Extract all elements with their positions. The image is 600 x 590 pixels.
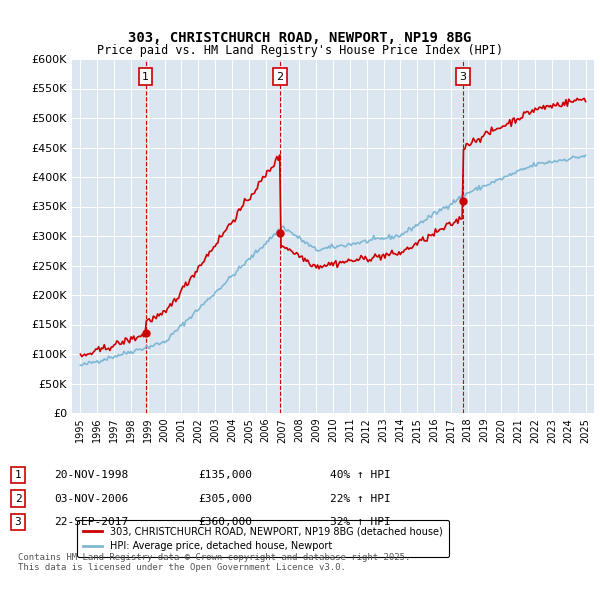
Text: 03-NOV-2006: 03-NOV-2006 [54,494,128,503]
Text: 1: 1 [14,470,22,480]
Point [275,228,284,238]
Text: 40% ↑ HPI: 40% ↑ HPI [330,470,391,480]
Text: £305,000: £305,000 [198,494,252,503]
Text: £360,000: £360,000 [198,517,252,527]
Text: 2: 2 [14,494,22,503]
Text: 20-NOV-1998: 20-NOV-1998 [54,470,128,480]
Text: 3: 3 [460,72,467,81]
Point [458,196,468,205]
Text: 32% ↑ HPI: 32% ↑ HPI [330,517,391,527]
Text: 303, CHRISTCHURCH ROAD, NEWPORT, NP19 8BG: 303, CHRISTCHURCH ROAD, NEWPORT, NP19 8B… [128,31,472,45]
Text: 22% ↑ HPI: 22% ↑ HPI [330,494,391,503]
Text: 22-SEP-2017: 22-SEP-2017 [54,517,128,527]
Text: Price paid vs. HM Land Registry's House Price Index (HPI): Price paid vs. HM Land Registry's House … [97,44,503,57]
Legend: 303, CHRISTCHURCH ROAD, NEWPORT, NP19 8BG (detached house), HPI: Average price, : 303, CHRISTCHURCH ROAD, NEWPORT, NP19 8B… [77,520,449,557]
Text: 3: 3 [14,517,22,527]
Text: Contains HM Land Registry data © Crown copyright and database right 2025.
This d: Contains HM Land Registry data © Crown c… [18,553,410,572]
Text: £135,000: £135,000 [198,470,252,480]
Text: 2: 2 [276,72,283,81]
Text: 1: 1 [142,72,149,81]
Point [141,329,151,338]
